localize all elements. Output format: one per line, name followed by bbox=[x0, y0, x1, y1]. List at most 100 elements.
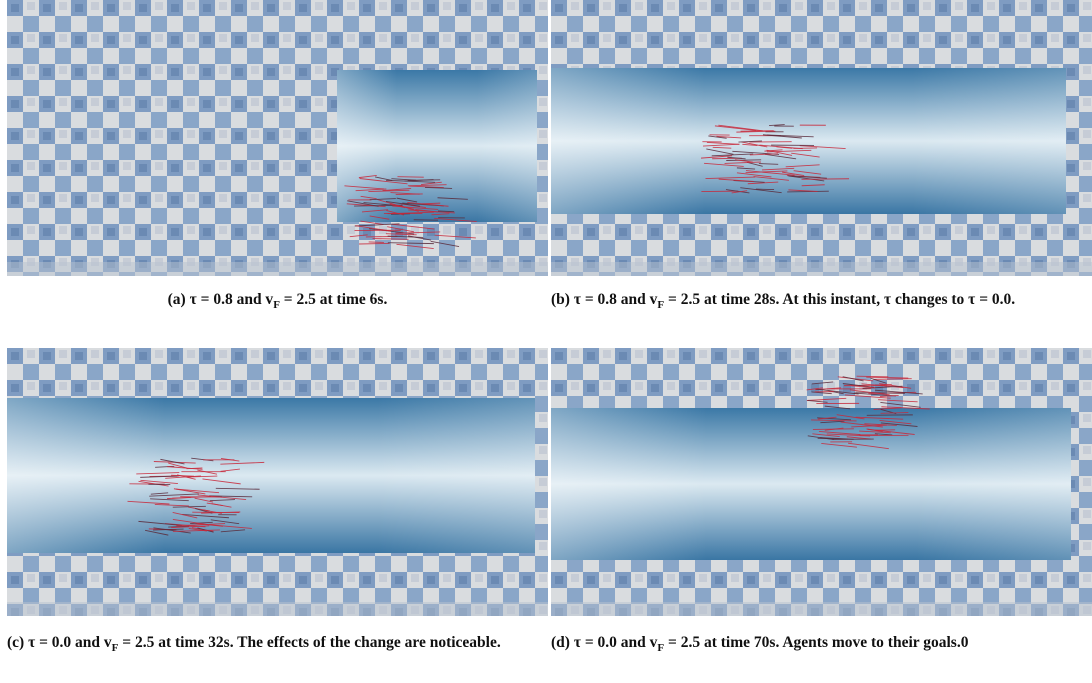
agent-trail bbox=[361, 209, 389, 213]
panel-c bbox=[7, 348, 548, 616]
agent-trail bbox=[167, 466, 203, 470]
agent-trail bbox=[745, 170, 788, 174]
agent-trail bbox=[387, 211, 435, 215]
caption: (b) τ = 0.8 and vF = 2.5 at time 28s. At… bbox=[551, 290, 1089, 315]
agent-trail bbox=[385, 233, 417, 236]
agent-trail bbox=[851, 424, 887, 428]
agent-trail bbox=[705, 176, 756, 179]
agent-trail bbox=[824, 405, 851, 410]
agent-trail bbox=[769, 124, 785, 126]
agent-trail bbox=[753, 176, 789, 181]
agent-trail bbox=[190, 521, 213, 524]
agent-trail bbox=[711, 153, 754, 157]
agent-trail bbox=[396, 243, 434, 249]
agent-trail bbox=[726, 159, 762, 161]
agent-trail bbox=[742, 143, 758, 146]
agent-trail bbox=[859, 430, 891, 434]
agent-trail bbox=[764, 153, 797, 160]
agent-trail bbox=[714, 125, 757, 131]
agent-trail bbox=[407, 235, 432, 241]
agent-trail bbox=[154, 504, 189, 507]
agent-trail bbox=[821, 443, 857, 448]
agent-trail bbox=[172, 519, 208, 526]
agent-trail bbox=[386, 210, 405, 216]
agent-trail bbox=[211, 503, 232, 508]
agent-trail bbox=[140, 475, 180, 478]
agent-trail bbox=[749, 153, 779, 156]
agent-trail bbox=[188, 527, 207, 532]
agent-trail bbox=[140, 479, 178, 484]
agent-trail bbox=[787, 190, 829, 193]
agent-trail bbox=[745, 170, 795, 176]
agent-trail bbox=[194, 497, 214, 503]
bottom-band bbox=[7, 602, 548, 616]
panel-b bbox=[551, 0, 1092, 276]
agent-trail bbox=[818, 430, 861, 436]
agent-trail bbox=[704, 162, 744, 167]
agent-trail bbox=[735, 159, 753, 163]
agent-trail bbox=[731, 190, 748, 194]
agent-trail bbox=[738, 140, 762, 143]
agent-trail bbox=[862, 385, 903, 389]
agent-trail bbox=[793, 170, 822, 175]
agent-trail bbox=[844, 394, 891, 399]
agent-trail bbox=[136, 472, 180, 475]
agent-trail bbox=[431, 213, 450, 216]
agent-trail bbox=[851, 385, 876, 389]
agent-trail bbox=[718, 124, 763, 132]
agent-trail bbox=[186, 475, 218, 478]
agent-trail bbox=[736, 167, 756, 170]
caption-text: (d) bbox=[551, 634, 570, 651]
agent-trail bbox=[434, 234, 476, 239]
agent-trail bbox=[761, 167, 795, 171]
caption-text: (a) bbox=[167, 291, 186, 308]
agent-trail bbox=[820, 420, 845, 424]
agent-trail bbox=[165, 475, 201, 479]
agent-trail bbox=[727, 156, 746, 160]
agent-trail bbox=[404, 179, 434, 182]
agent-trail bbox=[127, 500, 170, 505]
bottom-band bbox=[551, 602, 1092, 616]
agent-trail bbox=[712, 146, 732, 149]
agent-trail bbox=[766, 149, 812, 153]
agent-trail bbox=[355, 188, 387, 192]
agent-trail bbox=[866, 428, 883, 433]
agent-trail bbox=[395, 193, 423, 195]
agent-trail bbox=[879, 383, 912, 389]
agent-trail bbox=[407, 201, 449, 207]
agent-trail bbox=[392, 205, 439, 210]
caption-text: = 2.5 at time 32s. The effects of the ch… bbox=[118, 634, 501, 651]
agent-trail bbox=[724, 161, 761, 164]
bottom-band bbox=[551, 262, 1092, 276]
agent-trail bbox=[387, 226, 415, 233]
agent-trail bbox=[166, 496, 191, 500]
agent-trail bbox=[437, 197, 468, 200]
corridor-shade bbox=[7, 398, 535, 553]
agent-trail bbox=[209, 499, 236, 502]
agent-trail bbox=[879, 420, 912, 425]
agent-trail bbox=[437, 210, 455, 213]
agent-trail bbox=[409, 185, 444, 189]
agent-trail bbox=[377, 199, 396, 205]
agent-trail bbox=[396, 197, 418, 203]
agent-trail bbox=[172, 529, 220, 532]
agent-trail bbox=[878, 399, 918, 403]
caption-text: F bbox=[273, 299, 280, 312]
agent-trail bbox=[766, 149, 793, 156]
agent-trail bbox=[880, 401, 921, 408]
agent-trail bbox=[149, 493, 199, 497]
agent-trail bbox=[153, 528, 184, 531]
agent-trail bbox=[150, 492, 169, 495]
agent-trail bbox=[849, 389, 890, 396]
corridor-shade bbox=[551, 408, 1071, 560]
agent-trail bbox=[801, 184, 825, 187]
agent-trail bbox=[150, 498, 189, 502]
agent-trail bbox=[806, 397, 847, 401]
agent-trail bbox=[736, 172, 772, 178]
agent-trail bbox=[344, 185, 385, 190]
agent-trail bbox=[740, 187, 782, 194]
agent-trail bbox=[791, 152, 820, 158]
agent-trail bbox=[872, 384, 892, 386]
agent-trail bbox=[347, 200, 379, 207]
